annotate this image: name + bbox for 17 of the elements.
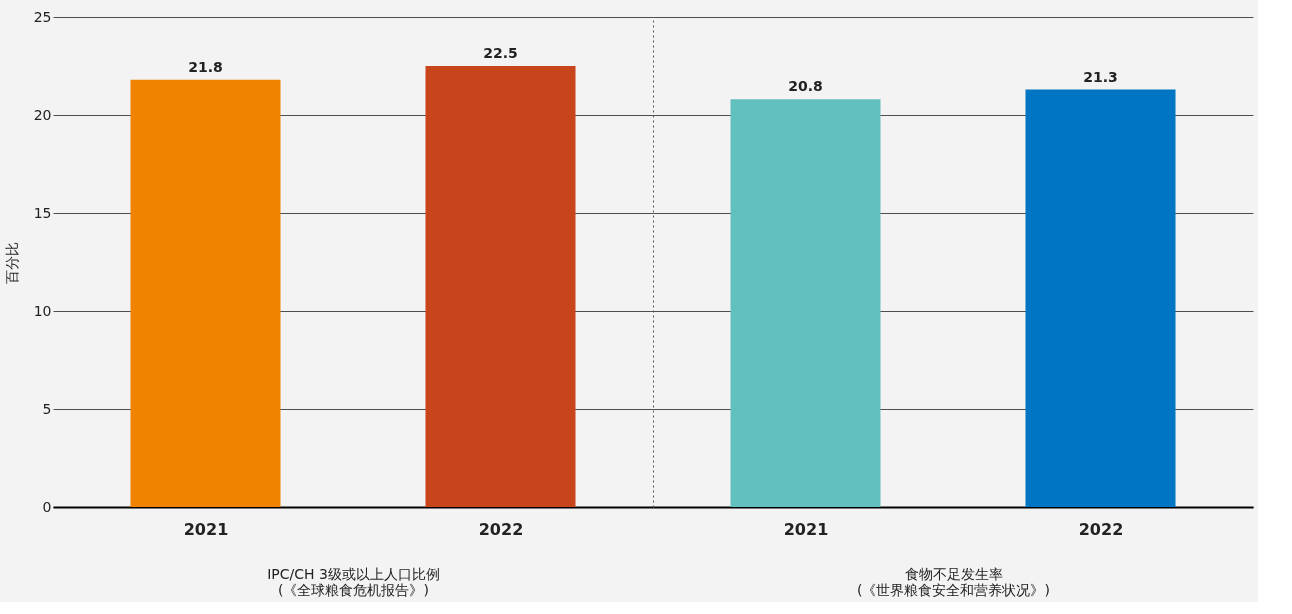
y-tick-label: 10 bbox=[33, 302, 52, 319]
x-axis-title: IPC/CH 3级或以上人口比例 (《全球粮食危机报告》) bbox=[267, 565, 440, 598]
data-label: 21.3 bbox=[1083, 68, 1118, 85]
x-tick-label: 2021 bbox=[783, 519, 829, 539]
y-axis-title: 百分比 bbox=[3, 241, 20, 284]
y-tick-label: 0 bbox=[42, 498, 52, 515]
y-tick-label: 5 bbox=[42, 400, 52, 417]
data-label: 20.8 bbox=[788, 78, 823, 95]
x-axis-title: 食物不足发生率 (《世界粮食安全和营养状况》) bbox=[857, 565, 1050, 598]
x-tick-label: 2022 bbox=[1078, 519, 1124, 539]
y-tick-label: 20 bbox=[33, 106, 52, 123]
y-tick-label: 15 bbox=[33, 204, 52, 221]
data-label: 21.8 bbox=[188, 58, 223, 75]
data-label: 22.5 bbox=[483, 45, 518, 61]
x-tick-label: 2021 bbox=[183, 519, 229, 539]
y-tick-label: 25 bbox=[33, 8, 52, 25]
x-tick-label: 2022 bbox=[478, 519, 524, 539]
